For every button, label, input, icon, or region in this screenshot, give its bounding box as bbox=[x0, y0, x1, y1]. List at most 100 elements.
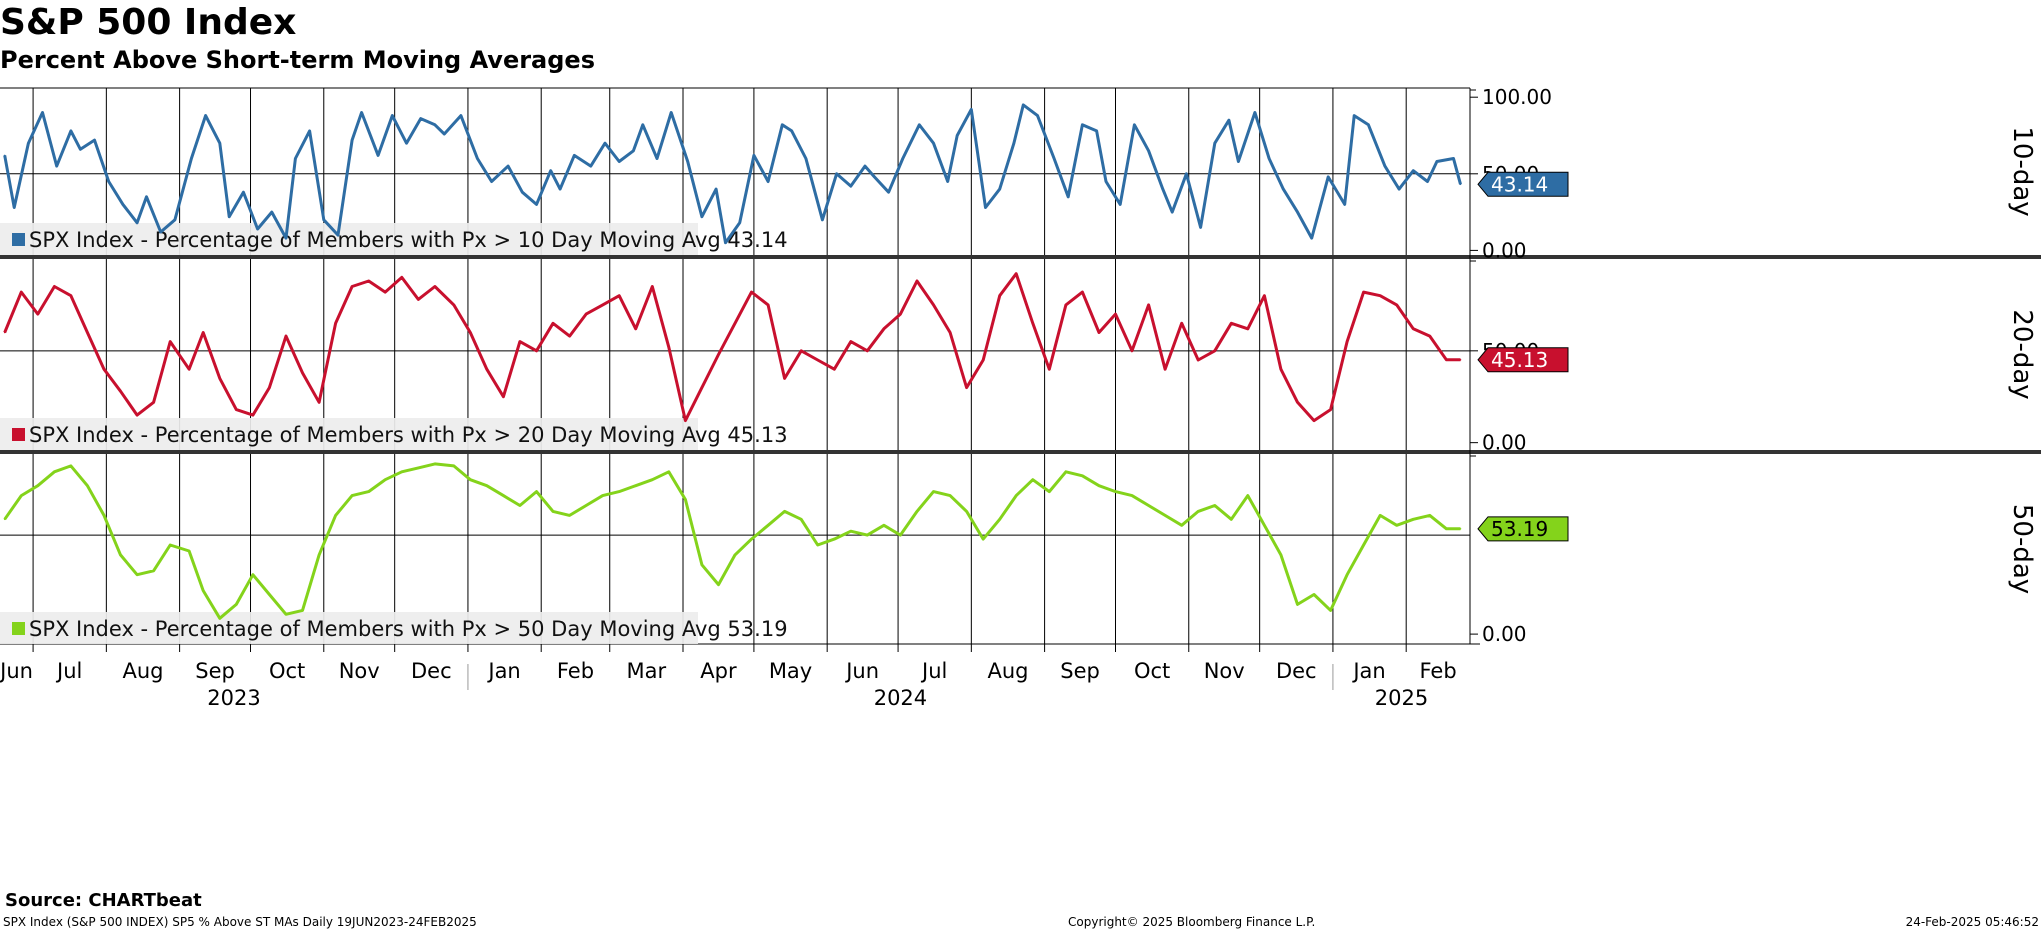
last-value-badge bbox=[1477, 171, 1569, 197]
data-point bbox=[1131, 494, 1133, 497]
data-point bbox=[982, 538, 984, 540]
data-point bbox=[783, 510, 786, 513]
data-point bbox=[887, 191, 890, 193]
data-point bbox=[568, 514, 571, 517]
data-point bbox=[949, 331, 951, 334]
data-point bbox=[750, 291, 753, 293]
data-point bbox=[535, 203, 538, 206]
data-point bbox=[1459, 359, 1462, 361]
month-label: Feb bbox=[1420, 659, 1457, 683]
data-point bbox=[833, 538, 836, 540]
data-point bbox=[228, 215, 230, 218]
data-point bbox=[1013, 142, 1015, 144]
data-point bbox=[37, 484, 39, 487]
data-point bbox=[1412, 518, 1415, 521]
data-point bbox=[618, 294, 620, 297]
data-point bbox=[268, 593, 271, 596]
legend-box bbox=[0, 612, 698, 644]
data-point bbox=[738, 222, 741, 224]
data-point bbox=[1065, 471, 1067, 473]
month-label: Jun bbox=[844, 659, 879, 683]
data-point bbox=[916, 280, 918, 282]
data-point bbox=[469, 331, 472, 334]
data-point bbox=[632, 150, 635, 152]
data-point bbox=[334, 514, 337, 517]
data-point bbox=[486, 368, 488, 371]
data-point bbox=[256, 228, 259, 230]
data-point bbox=[460, 114, 462, 117]
data-point bbox=[308, 130, 311, 132]
data-point bbox=[1032, 322, 1034, 325]
data-point bbox=[1429, 514, 1431, 517]
data-point bbox=[1247, 494, 1249, 497]
data-point bbox=[401, 471, 403, 473]
data-point bbox=[1180, 322, 1183, 325]
data-point bbox=[1162, 188, 1164, 190]
data-point bbox=[159, 231, 162, 233]
data-point bbox=[86, 331, 89, 334]
month-label: Aug bbox=[122, 659, 163, 683]
data-point bbox=[949, 494, 951, 497]
data-point bbox=[1214, 142, 1216, 144]
data-point bbox=[188, 550, 190, 552]
data-point bbox=[1114, 490, 1117, 493]
data-point bbox=[1412, 328, 1415, 330]
data-point bbox=[1445, 528, 1448, 530]
data-point bbox=[790, 130, 793, 132]
data-point bbox=[1114, 313, 1117, 315]
data-point bbox=[1098, 331, 1100, 334]
data-point bbox=[956, 134, 958, 137]
data-point bbox=[351, 285, 353, 288]
data-point bbox=[549, 169, 552, 172]
data-point bbox=[70, 130, 72, 132]
data-point bbox=[351, 494, 353, 497]
data-point bbox=[634, 484, 637, 487]
data-point bbox=[883, 524, 885, 527]
month-label: Oct bbox=[269, 659, 305, 683]
month-label: Dec bbox=[411, 659, 452, 683]
data-point bbox=[970, 108, 973, 111]
year-label: 2023 bbox=[207, 686, 260, 710]
x-axis: Jun Jul Aug Sep Oct Nov Dec Jan Feb Mar Apr May Jun J… bbox=[0, 644, 1457, 710]
data-point bbox=[767, 524, 769, 527]
data-point bbox=[684, 498, 687, 501]
data-point bbox=[122, 203, 124, 206]
data-point bbox=[1280, 554, 1282, 556]
data-point bbox=[670, 111, 672, 114]
data-point bbox=[1180, 524, 1183, 527]
panel-50-day: 0.00 SPX Index - Percentage of Members wi… bbox=[0, 455, 2037, 646]
legend-label: SPX Index - Percentage of Members with P… bbox=[29, 617, 788, 641]
data-point bbox=[1395, 524, 1398, 527]
data-point bbox=[1081, 291, 1084, 293]
data-point bbox=[1263, 294, 1266, 297]
data-point bbox=[684, 419, 687, 422]
data-point bbox=[384, 478, 387, 481]
data-point bbox=[268, 386, 271, 389]
month-label: Mar bbox=[627, 659, 667, 683]
data-point bbox=[651, 285, 654, 288]
data-point bbox=[1214, 350, 1216, 352]
data-point bbox=[417, 467, 420, 469]
data-point bbox=[334, 322, 337, 325]
legend-box bbox=[0, 223, 698, 255]
data-point bbox=[1230, 322, 1233, 325]
data-point bbox=[1436, 160, 1438, 163]
data-point bbox=[535, 490, 538, 493]
month-label: May bbox=[769, 659, 812, 683]
data-point bbox=[866, 534, 869, 536]
data-point bbox=[285, 613, 287, 616]
y-tick-label: 0.00 bbox=[1482, 431, 1527, 455]
gridlines bbox=[0, 87, 2041, 645]
data-point bbox=[367, 490, 370, 493]
data-point bbox=[1367, 124, 1370, 126]
footer-timestamp: 24-Feb-2025 05:46:52 bbox=[1905, 915, 2039, 929]
y-tick-label: 0.00 bbox=[1482, 622, 1527, 646]
data-point bbox=[55, 165, 58, 167]
data-point bbox=[618, 490, 620, 493]
data-point bbox=[1282, 188, 1285, 190]
data-point bbox=[916, 510, 918, 513]
data-point bbox=[1329, 609, 1332, 612]
data-point bbox=[1327, 176, 1329, 178]
